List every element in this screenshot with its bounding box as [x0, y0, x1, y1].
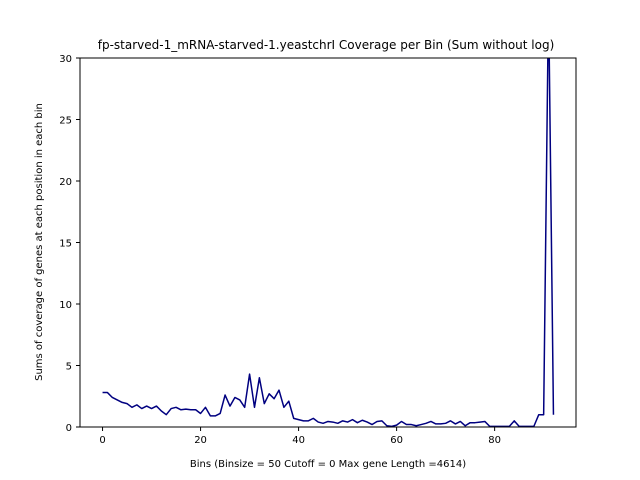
y-tick-label: 25 [59, 116, 72, 127]
x-tick-label: 20 [194, 435, 207, 446]
y-tick-label: 15 [59, 239, 72, 250]
y-axis-ticks: 0 5 10 15 20 25 30 [59, 54, 80, 434]
x-axis-label: Bins (Binsize = 50 Cutoff = 0 Max gene L… [190, 459, 466, 470]
chart-title: fp-starved-1_mRNA-starved-1.yeastchrI Co… [98, 38, 555, 52]
plot-frame [79, 57, 577, 428]
plot-area [102, 58, 555, 427]
x-tick-label: 40 [292, 435, 305, 446]
x-tick-label: 0 [99, 435, 105, 446]
coverage-series-line [102, 58, 555, 427]
x-tick-label: 60 [390, 435, 403, 446]
y-tick-label: 5 [66, 362, 72, 373]
y-tick-label: 0 [66, 423, 72, 434]
y-tick-label: 30 [59, 54, 72, 65]
y-axis-label: Sums of coverage of genes at each positi… [34, 103, 45, 381]
y-tick-label: 20 [59, 177, 72, 188]
x-tick-label: 80 [488, 435, 501, 446]
x-axis-ticks: 0 20 40 60 80 [99, 427, 501, 446]
y-tick-label: 10 [59, 300, 72, 311]
